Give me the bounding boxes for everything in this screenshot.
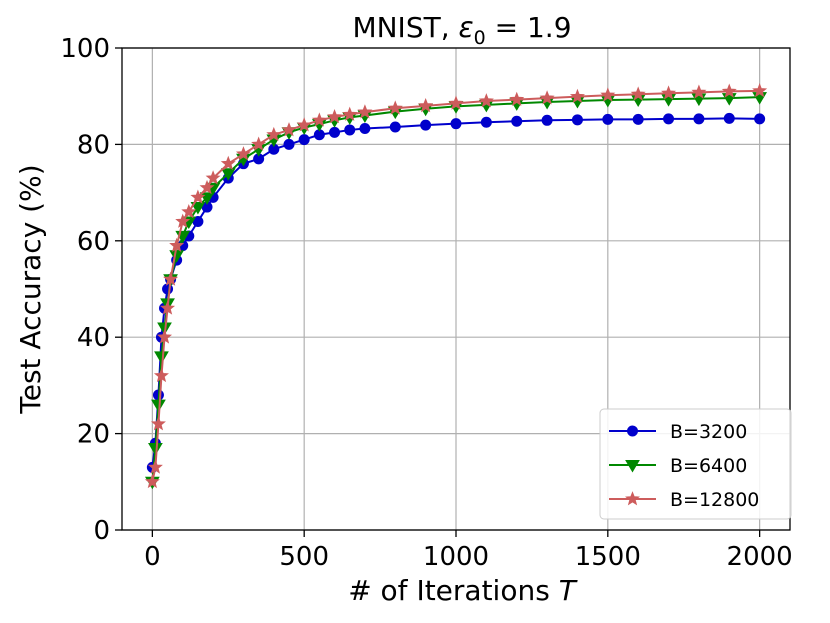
y-tick-label: 100 bbox=[60, 34, 110, 64]
data-point bbox=[344, 124, 356, 136]
data-point bbox=[205, 170, 221, 185]
data-point bbox=[342, 106, 358, 121]
legend-entry: B=3200 bbox=[609, 421, 747, 443]
tick-layer: 0 500 1000 1500 2000 0 20 40 60 80 100 bbox=[60, 34, 792, 572]
data-point bbox=[357, 104, 373, 119]
x-tick-label: 500 bbox=[279, 542, 329, 572]
data-point bbox=[160, 300, 176, 315]
data-point bbox=[169, 237, 185, 252]
data-point bbox=[754, 113, 766, 125]
data-point bbox=[752, 83, 768, 98]
data-point bbox=[387, 100, 403, 115]
data-point bbox=[157, 329, 173, 344]
legend-box bbox=[599, 408, 792, 520]
series-b-12800 bbox=[144, 83, 768, 489]
x-tick-label: 2000 bbox=[727, 542, 793, 572]
data-point bbox=[448, 95, 464, 110]
data-point bbox=[311, 112, 327, 127]
series-layer bbox=[144, 83, 768, 490]
x-axis-label: # of Iterations T bbox=[348, 574, 578, 607]
x-tick-label: 1000 bbox=[423, 542, 489, 572]
data-point bbox=[251, 136, 267, 151]
y-tick-label: 0 bbox=[93, 516, 110, 546]
legend-label: B=6400 bbox=[670, 455, 747, 477]
legend-entry: B=12800 bbox=[609, 489, 759, 511]
data-point bbox=[602, 113, 614, 125]
y-tick-label: 40 bbox=[77, 323, 110, 353]
data-point bbox=[539, 90, 555, 105]
data-point bbox=[511, 115, 523, 127]
series-line bbox=[151, 89, 760, 483]
data-point bbox=[266, 126, 282, 142]
chart-title: MNIST, ε0 = 1.9 bbox=[352, 11, 571, 49]
legend-entry: B=6400 bbox=[609, 455, 747, 477]
legend-marker bbox=[627, 425, 638, 437]
data-point bbox=[359, 122, 371, 134]
data-point bbox=[235, 146, 251, 161]
data-point bbox=[151, 399, 166, 413]
data-point bbox=[150, 416, 166, 431]
data-point bbox=[630, 86, 646, 101]
data-point bbox=[723, 112, 735, 124]
data-point bbox=[600, 87, 616, 102]
data-point bbox=[144, 473, 160, 489]
data-point bbox=[296, 117, 312, 132]
data-point bbox=[281, 122, 297, 137]
legend-marker bbox=[625, 491, 640, 506]
data-point bbox=[721, 83, 737, 98]
data-point bbox=[478, 93, 494, 108]
data-point bbox=[220, 168, 236, 181]
legend-label: B=3200 bbox=[670, 421, 747, 443]
y-axis-label: Test Accuracy (%) bbox=[14, 164, 47, 414]
data-point bbox=[154, 351, 169, 364]
data-point bbox=[420, 119, 432, 131]
y-tick-label: 60 bbox=[77, 227, 110, 257]
data-point bbox=[663, 113, 675, 125]
data-point bbox=[418, 97, 434, 113]
data-point bbox=[153, 367, 169, 383]
data-point bbox=[327, 109, 343, 124]
x-tick-label: 1500 bbox=[575, 542, 641, 572]
data-point bbox=[389, 121, 401, 133]
data-point bbox=[147, 459, 163, 474]
data-point bbox=[450, 118, 462, 130]
data-point bbox=[283, 138, 295, 150]
data-point bbox=[298, 134, 310, 146]
data-point bbox=[199, 179, 215, 195]
data-point bbox=[661, 85, 677, 100]
data-point bbox=[541, 114, 553, 126]
legend-label: B=12800 bbox=[670, 489, 759, 511]
data-point bbox=[693, 113, 705, 125]
data-point bbox=[571, 114, 583, 126]
data-point bbox=[220, 155, 236, 171]
data-point bbox=[691, 84, 707, 99]
data-point bbox=[632, 113, 644, 125]
data-point bbox=[181, 204, 197, 219]
data-point bbox=[175, 213, 191, 228]
data-point bbox=[569, 88, 585, 104]
legend-marker bbox=[625, 459, 640, 473]
data-point bbox=[148, 443, 163, 456]
data-point bbox=[480, 116, 492, 128]
data-point bbox=[190, 202, 206, 215]
y-tick-label: 80 bbox=[77, 130, 110, 160]
y-tick-label: 20 bbox=[77, 420, 110, 450]
data-point bbox=[509, 91, 525, 106]
data-point bbox=[190, 189, 206, 204]
data-point bbox=[329, 126, 341, 138]
legend: B=3200 B=6400 B=12800 bbox=[599, 408, 792, 520]
x-tick-label: 0 bbox=[144, 542, 161, 572]
data-point bbox=[163, 271, 179, 286]
